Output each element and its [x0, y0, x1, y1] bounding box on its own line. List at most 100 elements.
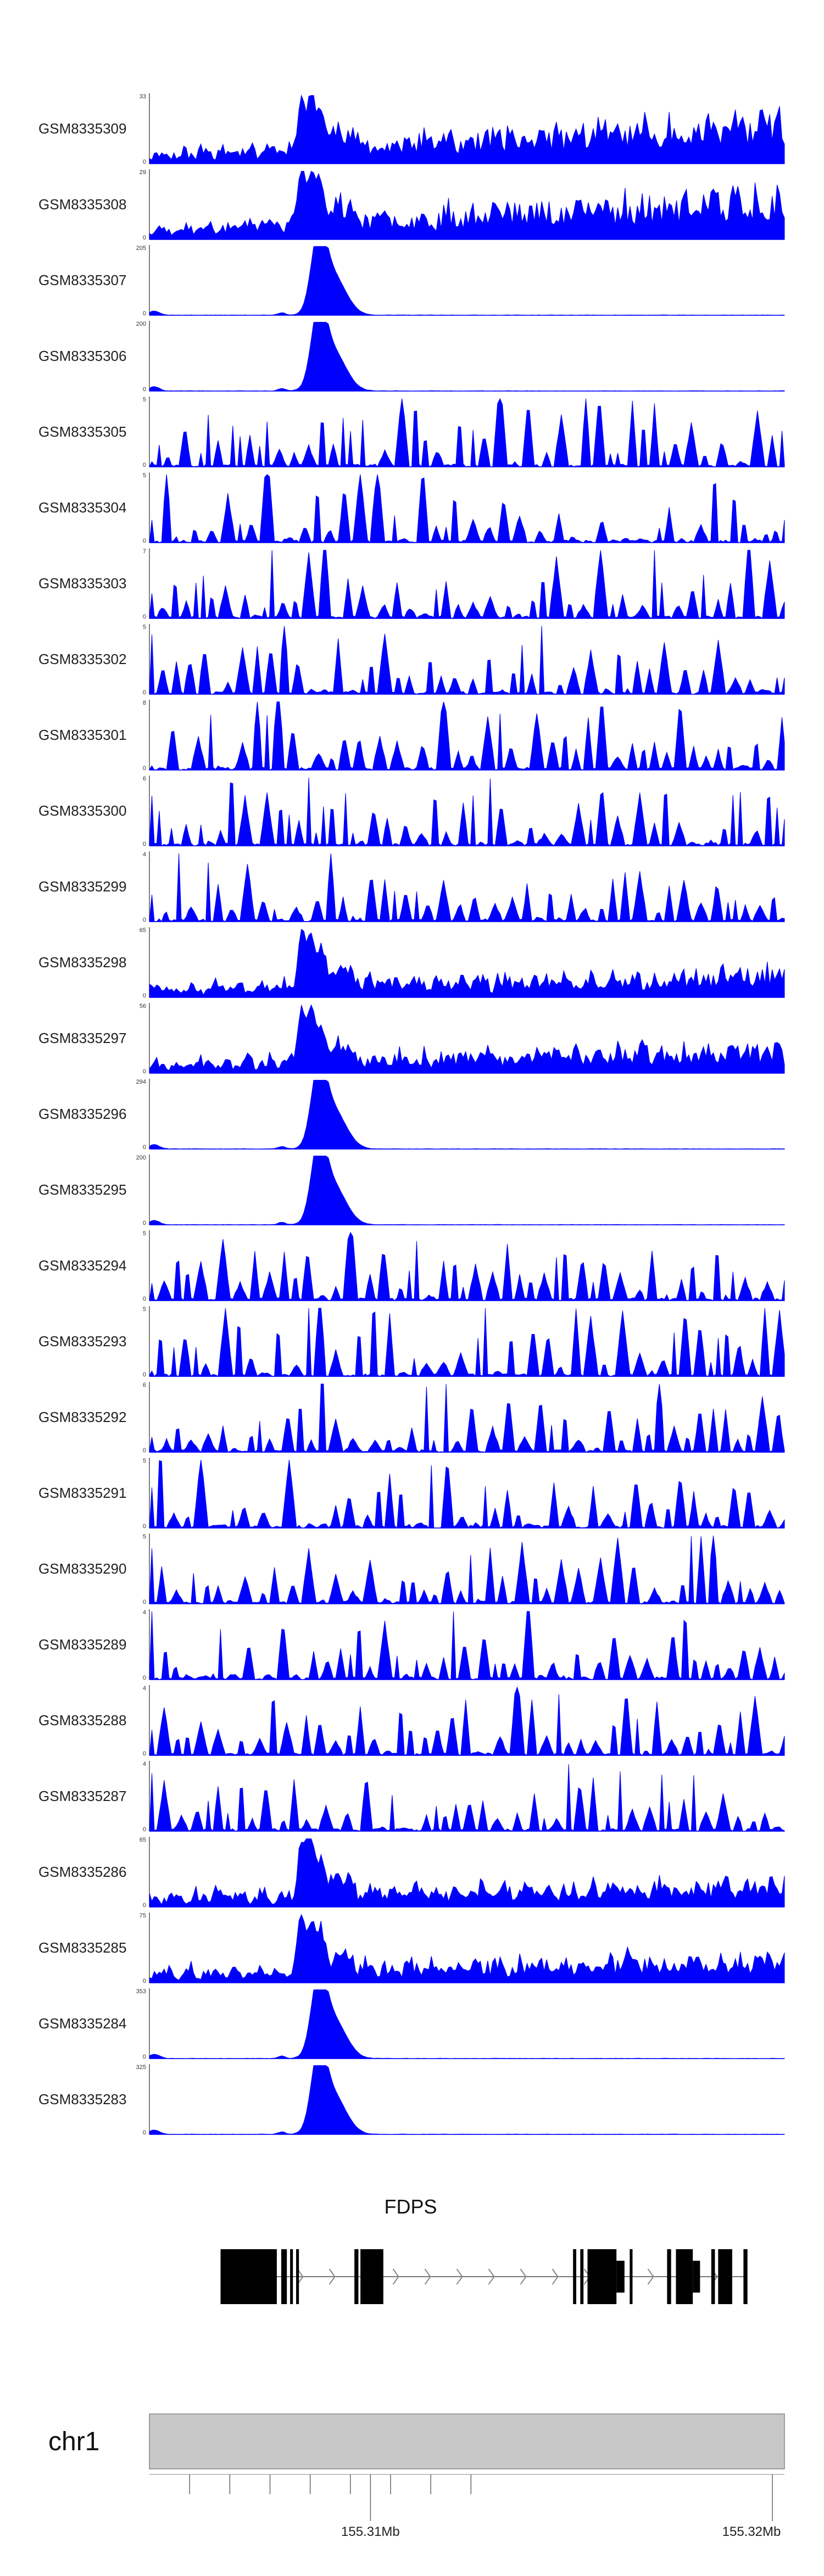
track-label: GSM8335294: [38, 1257, 126, 1274]
track-label: GSM8335290: [38, 1560, 126, 1577]
gene-label: FDPS: [385, 2195, 437, 2218]
y-max-tick-label: 5: [143, 1458, 146, 1464]
signal-area: [149, 1914, 785, 1983]
signal-track: GSM8335294 5 0: [38, 1230, 785, 1302]
strand-arrow: [329, 2268, 336, 2285]
signal-track: GSM8335303 7 0: [38, 548, 785, 620]
signal-area: [149, 2065, 785, 2135]
signal-area: [149, 1231, 785, 1301]
track-label: GSM8335295: [38, 1181, 126, 1198]
exon-block: [290, 2249, 293, 2304]
signal-area: [149, 1004, 785, 1074]
track-label: GSM8335304: [38, 499, 126, 516]
signal-track: GSM8335302 5 0: [38, 624, 785, 696]
coordinate-tick-label: 155.31Mb: [341, 2524, 400, 2539]
gene-annotation-track: FDPS: [220, 2195, 748, 2304]
signal-track: GSM8335292 6 0: [38, 1382, 785, 1454]
y-max-tick-label: 56: [140, 1003, 146, 1010]
signal-area: [149, 398, 785, 467]
coordinate-tick-label: 155.32Mb: [722, 2524, 781, 2539]
exon-block: [580, 2249, 584, 2304]
track-label: GSM8335284: [38, 2015, 126, 2032]
signal-track: GSM8335306 200 0: [38, 321, 785, 393]
y-max-tick-label: 6: [143, 776, 146, 782]
exon-block: [630, 2249, 633, 2304]
signal-area: [149, 1156, 785, 1225]
signal-area: [149, 322, 785, 392]
strand-arrow: [456, 2268, 463, 2285]
signal-track: GSM8335298 65 0: [38, 927, 785, 999]
strand-arrow: [488, 2268, 495, 2285]
signal-track: GSM8335305 5 0: [38, 397, 785, 469]
chromosome-label: chr1: [48, 2427, 99, 2456]
y-min-tick-label: 0: [143, 1902, 146, 1909]
track-label: GSM8335307: [38, 272, 126, 288]
y-max-tick-label: 200: [136, 1155, 146, 1161]
signal-track: GSM8335301 8 0: [38, 700, 785, 772]
y-max-tick-label: 5: [143, 1306, 146, 1313]
y-max-tick-label: 7: [143, 548, 146, 555]
signal-area: [149, 1459, 785, 1529]
signal-track: GSM8335308 29 0: [38, 169, 785, 241]
y-min-tick-label: 0: [143, 1599, 146, 1605]
signal-area: [149, 626, 785, 695]
track-label: GSM8335293: [38, 1333, 126, 1350]
signal-track: GSM8335309 33 0: [38, 93, 785, 165]
track-label: GSM8335297: [38, 1030, 126, 1046]
y-min-tick-label: 0: [143, 1826, 146, 1833]
y-min-tick-label: 0: [143, 235, 146, 241]
signal-area: [149, 550, 785, 620]
signal-area: [149, 1308, 785, 1377]
y-max-tick-label: 5: [143, 1534, 146, 1540]
chromosome-band: [149, 2413, 785, 2469]
track-label: GSM8335302: [38, 651, 126, 667]
y-min-tick-label: 0: [143, 159, 146, 165]
y-min-tick-label: 0: [143, 1296, 146, 1302]
y-min-tick-label: 0: [143, 1675, 146, 1681]
signal-track: GSM8335283 325 0: [38, 2064, 785, 2136]
y-max-tick-label: 33: [140, 93, 146, 100]
exon-block: [573, 2249, 577, 2304]
y-min-tick-label: 0: [143, 917, 146, 923]
track-label: GSM8335298: [38, 954, 126, 971]
y-max-tick-label: 65: [140, 1837, 146, 1843]
signal-area: [149, 777, 785, 846]
signal-track: GSM8335286 65 0: [38, 1837, 785, 1909]
signal-track: GSM8335289 4 0: [38, 1609, 785, 1681]
exon-block: [354, 2249, 359, 2304]
signal-track: GSM8335299 4 0: [38, 851, 785, 923]
y-min-tick-label: 0: [143, 1447, 146, 1454]
exon-block: [281, 2249, 287, 2304]
utr-block: [616, 2261, 625, 2293]
track-label: GSM8335301: [38, 727, 126, 743]
y-max-tick-label: 325: [136, 2064, 146, 2071]
y-min-tick-label: 0: [143, 614, 146, 620]
signal-track: GSM8335304 5 0: [38, 472, 785, 544]
signal-track: GSM8335307 205 0: [38, 245, 785, 317]
signal-area: [149, 928, 785, 998]
strand-arrow: [520, 2268, 527, 2285]
y-max-tick-label: 8: [143, 700, 146, 706]
signal-area: [149, 1838, 785, 1908]
chromosome-ideogram-track: chr1 155.31Mb 155.32Mb: [48, 2413, 785, 2539]
y-min-tick-label: 0: [143, 310, 146, 317]
y-min-tick-label: 0: [143, 765, 146, 772]
signal-area: [149, 1384, 785, 1453]
signal-area: [149, 1611, 785, 1680]
exon-block: [676, 2249, 693, 2304]
exon-block: [711, 2249, 715, 2304]
y-min-tick-label: 0: [143, 1220, 146, 1226]
track-label: GSM8335283: [38, 2091, 126, 2107]
y-min-tick-label: 0: [143, 1978, 146, 1984]
track-label: GSM8335308: [38, 196, 126, 213]
strand-arrow: [647, 2268, 654, 2285]
strand-arrow: [297, 2268, 304, 2285]
y-max-tick-label: 4: [143, 851, 146, 858]
y-min-tick-label: 0: [143, 538, 146, 544]
exon-block: [360, 2249, 383, 2304]
exon-block: [220, 2249, 277, 2304]
track-label: GSM8335286: [38, 1864, 126, 1880]
exon-block: [587, 2249, 617, 2304]
signal-area: [149, 853, 785, 922]
y-max-tick-label: 205: [136, 245, 146, 252]
